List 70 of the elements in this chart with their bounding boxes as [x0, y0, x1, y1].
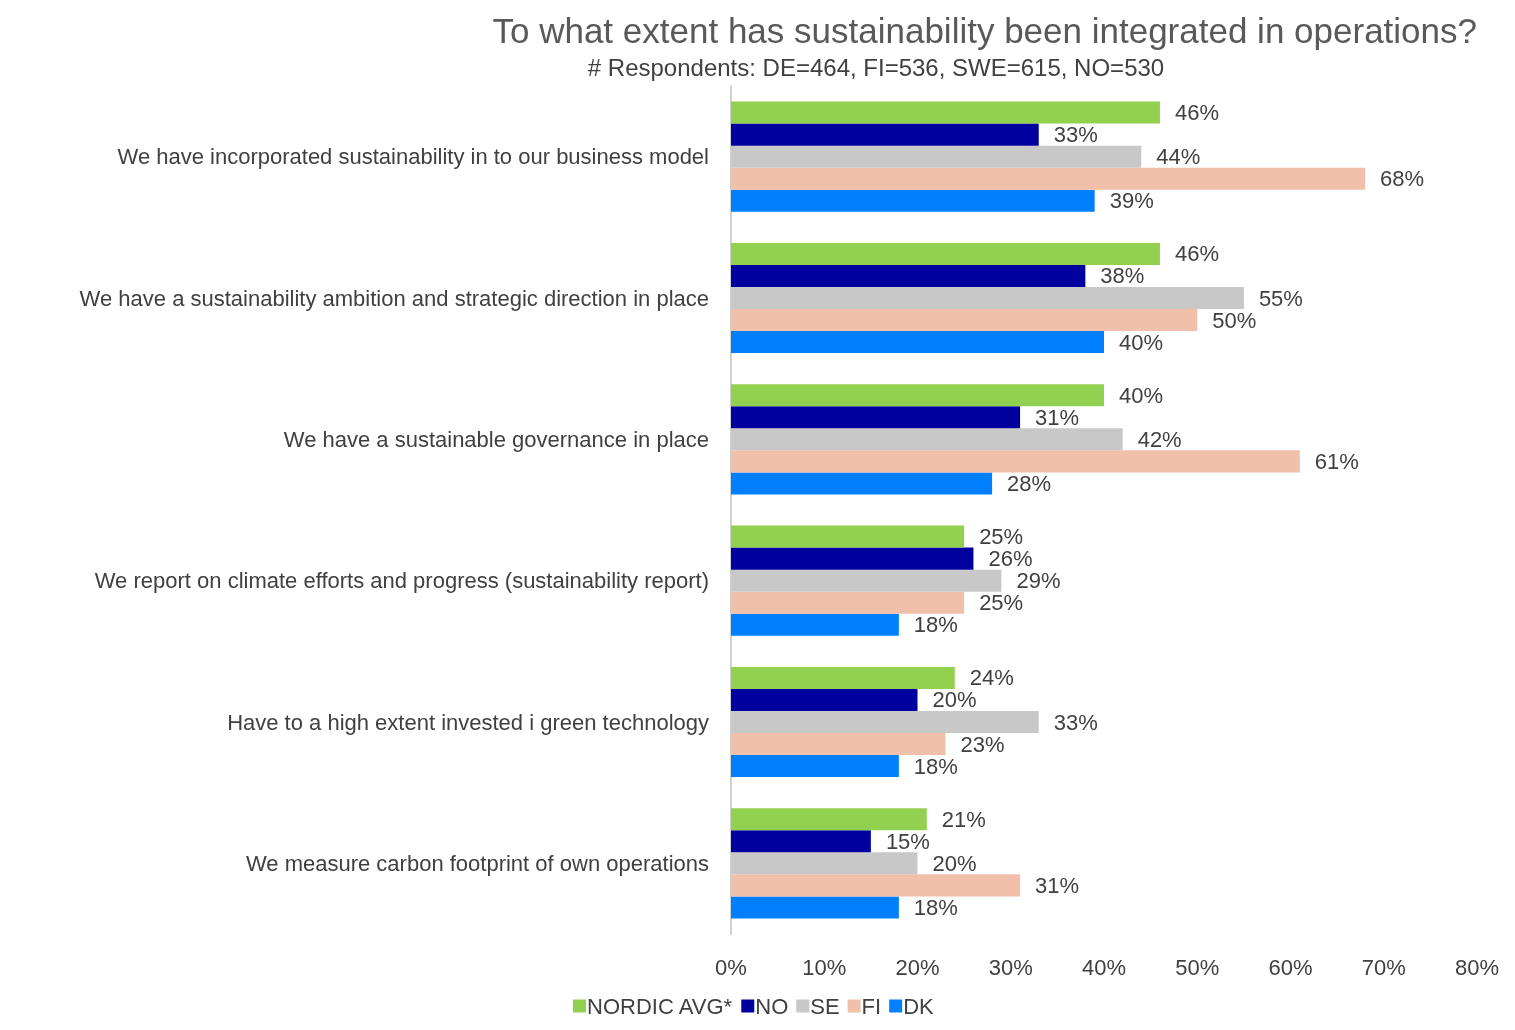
- x-tick-label: 60%: [1268, 954, 1313, 980]
- chart-title: To what extent has sustainability been integrated in operations?: [492, 11, 1477, 50]
- bar: [731, 406, 1021, 429]
- data-label: 46%: [1174, 100, 1219, 126]
- data-label: 38%: [1100, 263, 1145, 289]
- chart-subtitle: # Respondents: DE=464, FI=536, SWE=615, NO=530: [587, 53, 1165, 81]
- x-tick-label: 40%: [1081, 954, 1127, 980]
- data-label: 55%: [1258, 285, 1303, 311]
- data-label: 15%: [885, 828, 930, 854]
- bar: [731, 242, 1160, 265]
- data-label: 31%: [1035, 404, 1080, 430]
- data-label: 20%: [932, 850, 977, 876]
- data-label: 18%: [913, 753, 958, 779]
- bar: [731, 525, 965, 548]
- data-label: 21%: [941, 806, 986, 832]
- bar: [731, 874, 1021, 897]
- y-tick-label: Have to a high extent invested i green technology: [227, 709, 709, 735]
- data-label: 44%: [1156, 144, 1201, 170]
- bar: [731, 733, 946, 756]
- bar: [731, 688, 918, 711]
- y-tick-label: We measure carbon footprint of own operations: [245, 850, 709, 876]
- bar: [731, 189, 1095, 212]
- bar: [731, 613, 899, 636]
- y-tick-label: We have a sustainable governance in place: [283, 426, 709, 452]
- data-label: 18%: [913, 894, 958, 920]
- legend-label: NORDIC AVG*: [587, 993, 733, 1019]
- data-label: 46%: [1174, 241, 1219, 267]
- data-label: 68%: [1380, 166, 1425, 192]
- x-tick-label: 80%: [1454, 954, 1500, 980]
- data-label: 61%: [1314, 448, 1359, 474]
- y-tick-label: We have a sustainability ambition and strategic direction in place: [79, 285, 709, 311]
- bar: [731, 666, 955, 689]
- bar: [731, 808, 927, 831]
- bar: [731, 755, 899, 778]
- bar: [731, 384, 1104, 407]
- data-label: 33%: [1053, 122, 1098, 148]
- bar: [731, 450, 1300, 473]
- data-label: 33%: [1053, 709, 1098, 735]
- legend-label: FI: [861, 993, 882, 1019]
- data-label: 23%: [960, 731, 1005, 757]
- bar: [731, 830, 871, 853]
- legend-label: DK: [903, 993, 935, 1019]
- x-tick-label: 50%: [1175, 954, 1220, 980]
- bar: [731, 547, 974, 570]
- x-tick-label: 70%: [1361, 954, 1406, 980]
- bar: [731, 101, 1160, 124]
- bar: [731, 309, 1198, 332]
- data-label: 42%: [1137, 426, 1182, 452]
- data-label: 18%: [913, 612, 958, 638]
- data-label: 40%: [1119, 329, 1164, 355]
- bar: [731, 331, 1104, 354]
- legend-label: NO: [755, 993, 789, 1019]
- legend-label: SE: [810, 993, 840, 1019]
- y-tick-label: We have incorporated sustainability in to our business model: [117, 144, 709, 170]
- bar: [731, 472, 993, 495]
- x-tick-label: 20%: [895, 954, 940, 980]
- bar: [731, 167, 1366, 190]
- bar: [731, 123, 1039, 146]
- data-label: 40%: [1119, 382, 1164, 408]
- y-tick-label: We report on climate efforts and progress (sustainability report): [94, 568, 709, 594]
- data-label: 39%: [1109, 188, 1154, 214]
- x-tick-label: 10%: [802, 954, 847, 980]
- data-label: 50%: [1212, 307, 1257, 333]
- data-label: 28%: [1007, 470, 1052, 496]
- bar: [731, 896, 899, 919]
- bar: [731, 264, 1086, 287]
- x-tick-label: 30%: [988, 954, 1033, 980]
- data-label: 31%: [1035, 872, 1080, 898]
- bar: [731, 591, 965, 614]
- x-tick-label: 0%: [715, 954, 747, 980]
